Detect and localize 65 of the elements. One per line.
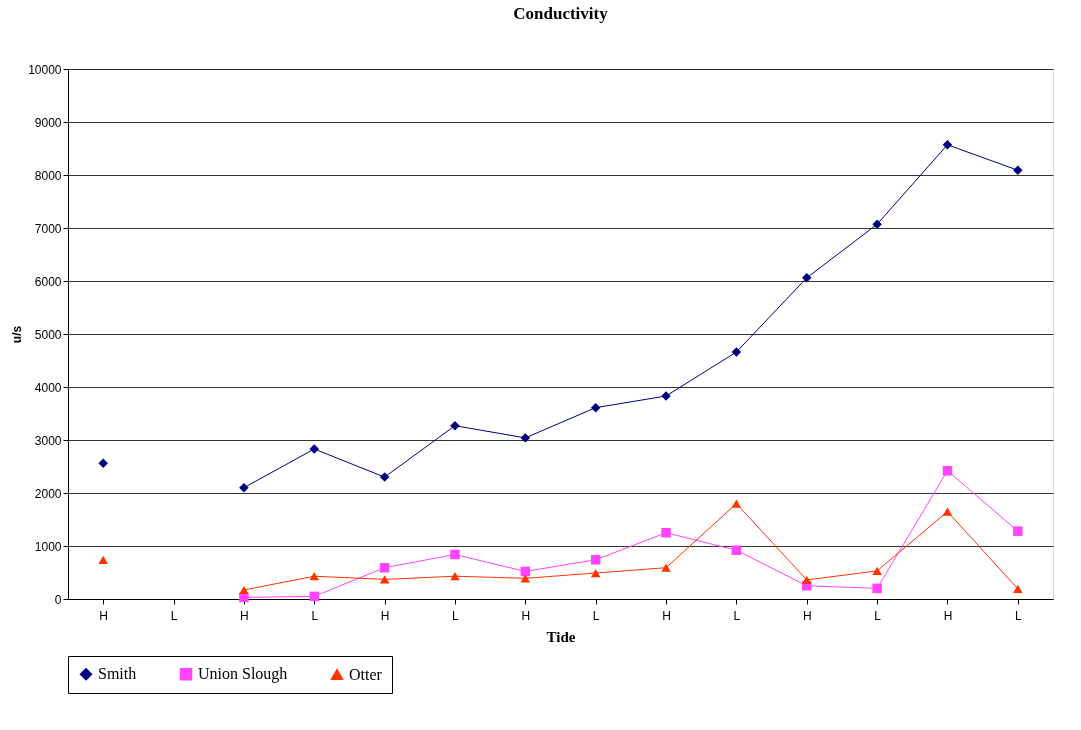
point (802, 575, 812, 585)
y-tick-label: 3000 (34, 433, 62, 448)
point (98, 458, 108, 469)
x-axis-title: Tide (546, 628, 576, 645)
point (239, 585, 249, 595)
point (520, 433, 531, 443)
point (802, 273, 812, 283)
y-tick-label: 2000 (34, 486, 62, 501)
point (590, 568, 601, 578)
x-tick-label: H (99, 608, 109, 623)
point (731, 347, 742, 357)
point (239, 592, 249, 603)
legend-label: Smith (98, 665, 137, 683)
point (98, 555, 108, 564)
point (942, 507, 953, 516)
point (309, 591, 319, 602)
point (1013, 526, 1023, 536)
x-tick-label: L (311, 608, 319, 623)
x-tick-label: L (1014, 608, 1022, 623)
legend-label: Union Slough (198, 665, 288, 684)
point (872, 566, 882, 576)
point (379, 472, 390, 482)
x-tick-label: H (240, 608, 249, 623)
x-tick-label: H (380, 608, 390, 623)
point (450, 572, 460, 581)
point (309, 572, 319, 581)
point (450, 420, 460, 431)
point (731, 499, 742, 508)
y-tick-label: 10000 (28, 62, 62, 77)
x-tick-label: L (452, 608, 460, 623)
point (379, 562, 390, 573)
x-tick-label: H (521, 608, 531, 623)
y-tick-label: 7000 (34, 221, 62, 236)
y-tick-label: 5000 (34, 327, 62, 342)
y-axis-title: u/s (10, 325, 25, 344)
point (942, 140, 953, 150)
point (590, 402, 601, 413)
y-tick-label: 0 (54, 592, 62, 607)
point (872, 583, 882, 594)
chart-title: Conductivity (513, 4, 609, 23)
point (1013, 584, 1023, 594)
point (450, 549, 460, 560)
point (661, 563, 671, 572)
y-tick-label: 8000 (34, 168, 62, 183)
point (872, 219, 882, 230)
point (942, 466, 953, 476)
x-tick-label: H (662, 608, 671, 623)
x-tick-label: H (943, 608, 953, 623)
x-tick-label: L (592, 608, 600, 623)
point (661, 528, 671, 538)
x-tick-label: L (733, 608, 741, 623)
x-tick-label: L (874, 608, 882, 623)
y-tick-label: 4000 (34, 380, 62, 395)
point (1013, 165, 1023, 175)
point (379, 575, 390, 584)
point (520, 574, 531, 583)
y-tick-label: 1000 (34, 539, 62, 554)
point (590, 555, 601, 565)
x-tick-label: L (170, 608, 178, 623)
legend-label: Otter (349, 665, 383, 683)
point (239, 482, 249, 493)
y-tick-label: 9000 (34, 115, 62, 130)
y-tick-label: 6000 (34, 274, 62, 289)
point (731, 545, 742, 555)
x-tick-label: H (802, 608, 812, 623)
